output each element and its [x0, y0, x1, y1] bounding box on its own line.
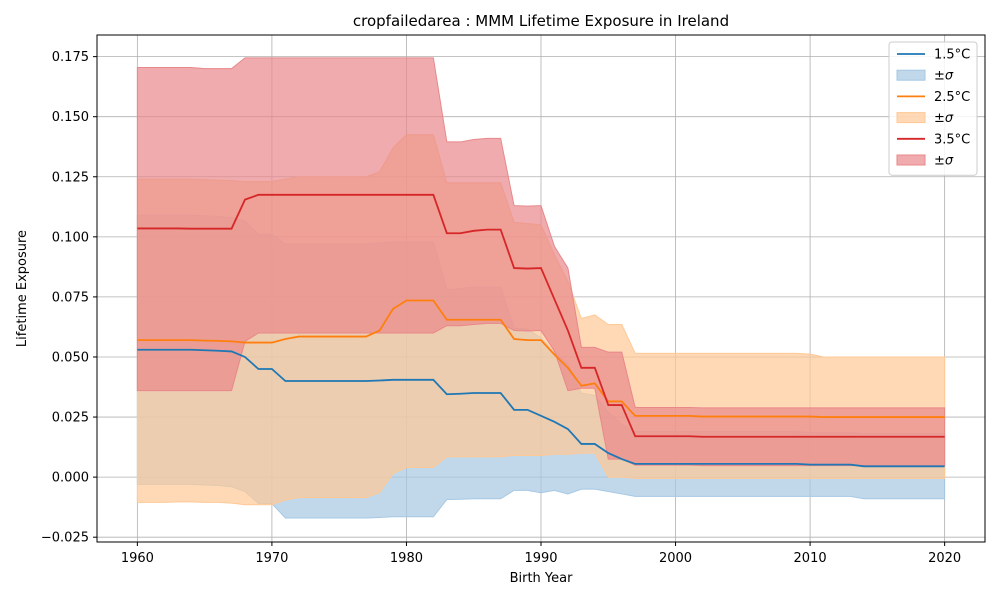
y-tick-label: 0.100	[52, 230, 89, 245]
legend-label: 3.5°C	[934, 132, 970, 147]
y-tick-label: 0.175	[52, 50, 89, 65]
y-tick-label: 0.000	[52, 471, 89, 486]
line-series-0	[137, 348, 945, 468]
y-tick-label: 0.150	[52, 110, 89, 125]
x-tick-label: 1980	[390, 551, 423, 566]
legend-label: 1.5°C	[934, 48, 970, 63]
x-tick-label: 2020	[928, 551, 961, 566]
ticks: 1960 1970 1980 1990 2000 2010 2020 −0.025 0.000 0…	[41, 50, 961, 566]
legend-label: 2.5°C	[934, 90, 970, 105]
y-tick-label: 0.125	[52, 170, 89, 185]
y-tick-label: 0.025	[52, 411, 89, 426]
legend-band-label: ±σ	[934, 69, 954, 84]
x-tick-label: 1960	[121, 551, 154, 566]
x-tick-label: 1970	[255, 551, 288, 566]
line-series-1	[137, 299, 945, 418]
line-series-2	[137, 193, 945, 438]
legend-band-swatch	[896, 154, 926, 166]
x-tick-label: 1990	[524, 551, 557, 566]
legend-band-label: ±σ	[934, 154, 954, 169]
bands	[136, 57, 946, 519]
x-axis-label: Birth Year	[510, 571, 574, 586]
x-tick-label: 2010	[794, 551, 827, 566]
x-tick-label: 2000	[659, 551, 692, 566]
y-tick-label: −0.025	[41, 531, 89, 546]
legend: 1.5°C ±σ 2.5°C ±σ 3.5°C ±σ	[888, 41, 978, 176]
legend-band-label: ±σ	[934, 111, 954, 126]
y-axis-label: Lifetime Exposure	[15, 230, 30, 347]
chart-title: cropfailedarea : MMM Lifetime Exposure i…	[353, 12, 729, 30]
legend-band-swatch	[896, 112, 926, 124]
y-tick-label: 0.050	[52, 350, 89, 365]
lines	[137, 193, 945, 468]
y-tick-label: 0.075	[52, 290, 89, 305]
legend-band-swatch	[896, 69, 926, 81]
